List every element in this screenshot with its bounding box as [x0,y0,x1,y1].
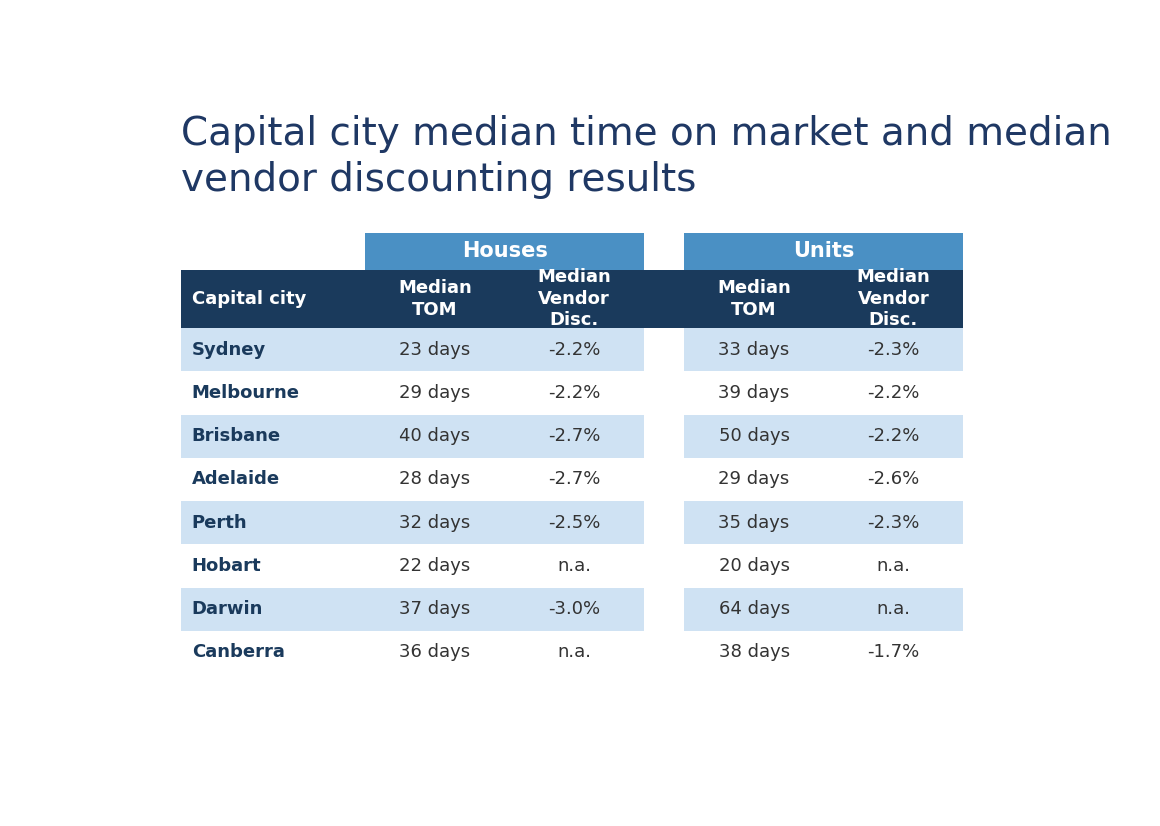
Text: 40 days: 40 days [399,427,471,445]
Text: Units: Units [793,241,855,261]
FancyBboxPatch shape [181,631,644,674]
FancyBboxPatch shape [684,587,963,631]
Text: n.a.: n.a. [877,557,911,575]
Text: 22 days: 22 days [399,557,471,575]
Text: 35 days: 35 days [718,514,790,532]
Text: 36 days: 36 days [399,643,471,662]
Text: 29 days: 29 days [399,384,471,402]
Text: -2.3%: -2.3% [868,514,920,532]
Text: 64 days: 64 days [718,601,790,618]
FancyBboxPatch shape [684,458,963,501]
Text: 33 days: 33 days [718,340,790,358]
Text: Capital city: Capital city [191,290,306,308]
Text: n.a.: n.a. [877,601,911,618]
Text: -2.2%: -2.2% [548,340,601,358]
Text: Median
TOM: Median TOM [717,279,791,319]
FancyBboxPatch shape [181,372,644,415]
FancyBboxPatch shape [365,233,644,269]
FancyBboxPatch shape [181,269,963,328]
FancyBboxPatch shape [181,587,644,631]
FancyBboxPatch shape [181,458,644,501]
Text: Median
TOM: Median TOM [398,279,472,319]
Text: Brisbane: Brisbane [191,427,281,445]
Text: 38 days: 38 days [718,643,790,662]
Text: Sydney: Sydney [191,340,266,358]
Text: 28 days: 28 days [399,471,471,488]
Text: -2.7%: -2.7% [548,471,601,488]
Text: -2.3%: -2.3% [868,340,920,358]
Text: Median
Vendor
Disc.: Median Vendor Disc. [856,268,930,330]
FancyBboxPatch shape [684,372,963,415]
FancyBboxPatch shape [684,415,963,458]
Text: n.a.: n.a. [557,643,592,662]
Text: 29 days: 29 days [718,471,790,488]
Text: -2.6%: -2.6% [868,471,920,488]
Text: 37 days: 37 days [399,601,471,618]
Text: Capital city median time on market and median
vendor discounting results: Capital city median time on market and m… [181,115,1111,198]
Text: Median
Vendor
Disc.: Median Vendor Disc. [537,268,611,330]
FancyBboxPatch shape [684,544,963,587]
FancyBboxPatch shape [684,233,963,269]
Text: Houses: Houses [462,241,548,261]
FancyBboxPatch shape [684,631,963,674]
Text: -2.5%: -2.5% [548,514,601,532]
FancyBboxPatch shape [181,328,644,372]
Text: 50 days: 50 days [718,427,790,445]
Text: -2.2%: -2.2% [548,384,601,402]
Text: -2.2%: -2.2% [868,427,920,445]
FancyBboxPatch shape [684,328,963,372]
Text: 20 days: 20 days [718,557,790,575]
Text: -3.0%: -3.0% [549,601,601,618]
FancyBboxPatch shape [181,501,644,544]
Text: 23 days: 23 days [399,340,471,358]
Text: Darwin: Darwin [191,601,263,618]
Text: -2.7%: -2.7% [548,427,601,445]
Text: -1.7%: -1.7% [868,643,920,662]
FancyBboxPatch shape [684,501,963,544]
FancyBboxPatch shape [181,415,644,458]
Text: Perth: Perth [191,514,247,532]
Text: 39 days: 39 days [718,384,790,402]
FancyBboxPatch shape [181,544,644,587]
Text: Canberra: Canberra [191,643,284,662]
Text: n.a.: n.a. [557,557,592,575]
Text: 32 days: 32 days [399,514,471,532]
Text: Hobart: Hobart [191,557,261,575]
Text: Melbourne: Melbourne [191,384,299,402]
Text: -2.2%: -2.2% [868,384,920,402]
Text: Adelaide: Adelaide [191,471,280,488]
